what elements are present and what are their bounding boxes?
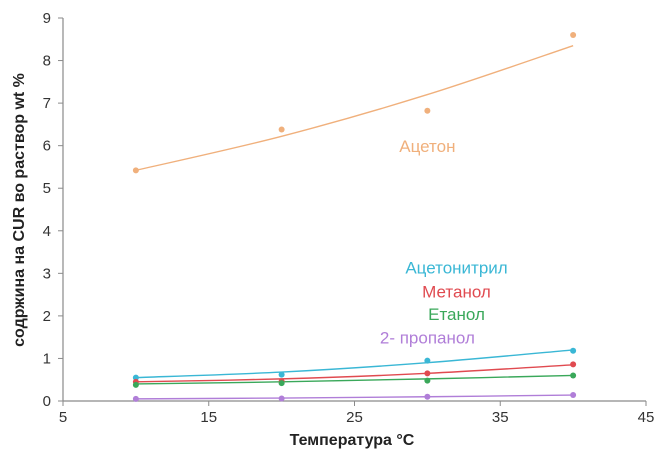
series-5-label: 2- пропанол xyxy=(380,329,475,348)
series-4-point xyxy=(424,377,431,384)
y-tick-label: 3 xyxy=(43,265,51,282)
y-tick-label: 0 xyxy=(43,393,51,410)
x-tick-label: 25 xyxy=(346,409,363,426)
series-4-point xyxy=(278,380,285,387)
series-4-point xyxy=(570,372,577,379)
x-tick-label: 45 xyxy=(638,409,655,426)
series-1-point xyxy=(424,107,431,114)
series-4-point xyxy=(132,381,139,388)
series-4-label: Етанол xyxy=(428,305,485,324)
series-3-point xyxy=(570,361,577,368)
y-tick-label: 4 xyxy=(43,223,51,240)
x-tick-label: 35 xyxy=(492,409,509,426)
series-2-point xyxy=(278,371,285,378)
y-tick-label: 5 xyxy=(43,180,51,197)
series-3-point xyxy=(424,370,431,377)
x-tick-label: 5 xyxy=(59,409,67,426)
series-2-trend-line xyxy=(135,349,574,379)
axes xyxy=(62,18,646,402)
series-5-point xyxy=(570,392,577,399)
series-5-point xyxy=(278,395,285,402)
series-4-trend-line xyxy=(135,374,574,385)
series-3-label: Метанол xyxy=(422,283,491,302)
y-ticks: 0 1 2 3 4 5 6 7 8 9 xyxy=(43,10,63,410)
series-5-point xyxy=(424,393,431,400)
series-2-point xyxy=(424,357,431,364)
series-2-point xyxy=(132,374,139,381)
data-points xyxy=(132,32,577,402)
series-2-point xyxy=(570,347,577,354)
series-5-trend-line xyxy=(135,394,574,400)
series-1-point xyxy=(570,32,577,39)
series-labels: Ацетон Ацетонитрил Метанол Етанол 2- пропано… xyxy=(380,137,508,347)
y-tick-label: 1 xyxy=(43,350,51,367)
trend-lines xyxy=(135,44,574,400)
series-2-label: Ацетонитрил xyxy=(405,258,507,277)
y-tick-label: 9 xyxy=(43,10,51,27)
x-ticks: 5 15 25 35 45 xyxy=(59,401,655,426)
series-1-point xyxy=(132,167,139,174)
series-5-point xyxy=(132,395,139,402)
series-1-label: Ацетон xyxy=(399,137,455,156)
y-tick-label: 7 xyxy=(43,95,51,112)
series-1-point xyxy=(278,126,285,133)
x-axis-title: Температура °C xyxy=(290,432,415,449)
series-3-trend-line xyxy=(135,364,574,383)
y-tick-label: 8 xyxy=(43,53,51,70)
y-axis-title: содржина на CUR во раствор wt % xyxy=(11,73,28,347)
y-tick-label: 2 xyxy=(43,308,51,325)
series-1-trend-line xyxy=(135,44,574,172)
y-tick-label: 6 xyxy=(43,138,51,155)
x-tick-label: 15 xyxy=(200,409,217,426)
